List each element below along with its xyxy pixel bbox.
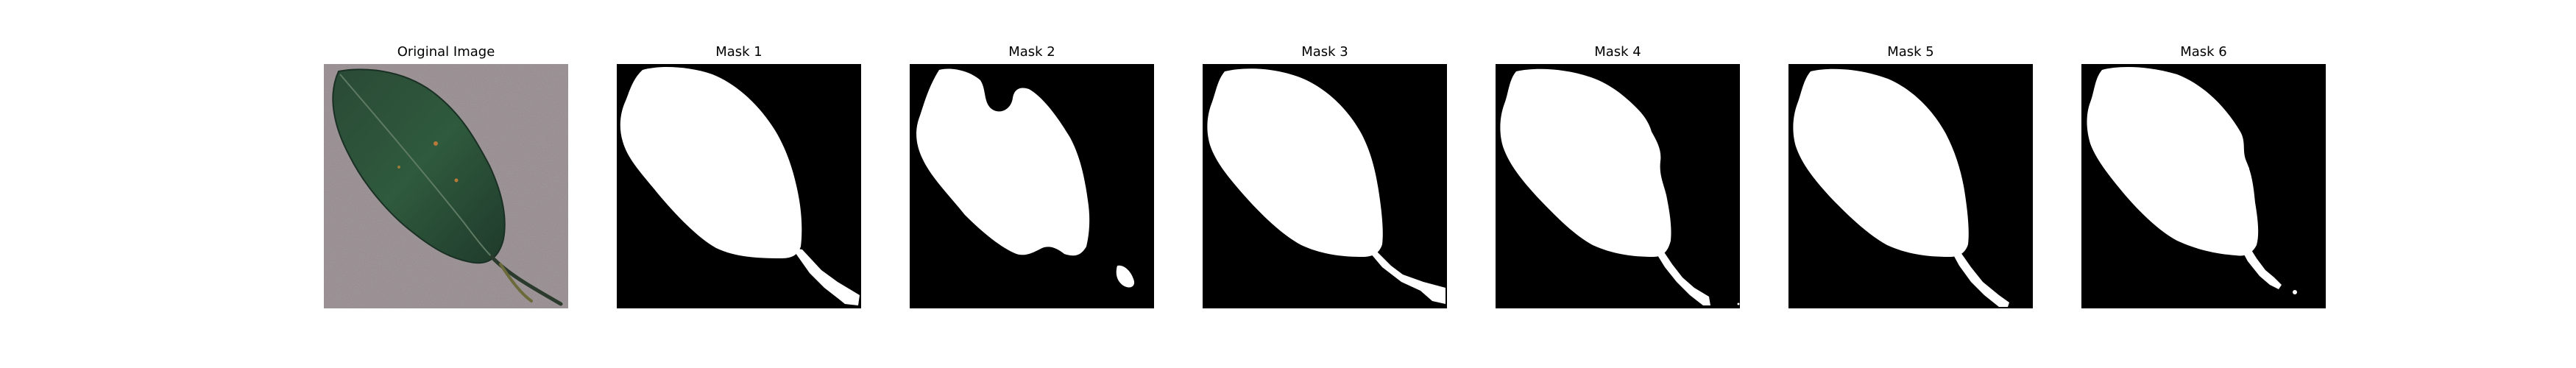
mask-2-image xyxy=(910,64,1154,308)
panel-title: Mask 6 xyxy=(2180,44,2227,60)
mask-noise-speck xyxy=(2293,290,2297,294)
panel-mask-6: Mask 6 xyxy=(2081,0,2326,368)
mask-leaf-shape xyxy=(1500,68,1671,257)
mask-stem-shape xyxy=(2239,245,2282,289)
mask-leaf-shape xyxy=(620,67,802,259)
mask-stem-shape xyxy=(1950,250,2009,307)
mask-6-image xyxy=(2081,64,2326,308)
panel-title: Mask 2 xyxy=(1008,44,1055,60)
mask-leaf-shape xyxy=(916,68,1090,256)
leaf-spot xyxy=(397,166,400,169)
leaf-spot xyxy=(434,141,438,146)
panel-mask-2: Mask 2 xyxy=(910,0,1154,368)
mask-leaf-shape xyxy=(1793,68,1969,257)
mask-noise-speck xyxy=(1932,221,1936,225)
mask-noise-speck xyxy=(1638,219,1642,224)
mask-noise-speck xyxy=(1024,208,1028,212)
panel-mask-3: Mask 3 xyxy=(1203,0,1447,368)
panel-mask-5: Mask 5 xyxy=(1788,0,2033,368)
mask-noise-speck xyxy=(1737,302,1740,305)
mask-stem-shape xyxy=(1653,248,1710,305)
mask-stem-fragment xyxy=(1116,265,1135,288)
mask-leaf-shape xyxy=(2087,67,2259,256)
mask-noise-speck xyxy=(1030,222,1033,224)
panel-mask-4: Mask 4 xyxy=(1496,0,1740,368)
leaf-midrib xyxy=(339,74,495,261)
panel-title: Mask 1 xyxy=(715,44,762,60)
mask-leaf-shape xyxy=(1207,68,1383,258)
panel-title: Mask 3 xyxy=(1301,44,1348,60)
panel-title: Mask 5 xyxy=(1887,44,1934,60)
panel-mask-1: Mask 1 xyxy=(617,0,861,368)
mask-stem-shape xyxy=(1366,248,1446,304)
original-leaf-image xyxy=(324,64,568,308)
leaf-stem-tip xyxy=(499,263,533,302)
leaf-spot xyxy=(454,178,459,183)
mask-4-image xyxy=(1496,64,1740,308)
leaf-blade xyxy=(332,68,506,264)
mask-5-image xyxy=(1788,64,2033,308)
panel-title: Original Image xyxy=(397,44,495,60)
mask-noise-speck xyxy=(2246,167,2249,170)
panel-title: Mask 4 xyxy=(1594,44,1641,60)
mask-3-image xyxy=(1203,64,1447,308)
mask-1-image xyxy=(617,64,861,308)
panel-original-image: Original Image xyxy=(324,0,568,368)
mask-stem-shape xyxy=(792,248,860,305)
leaf-stem xyxy=(489,255,563,306)
